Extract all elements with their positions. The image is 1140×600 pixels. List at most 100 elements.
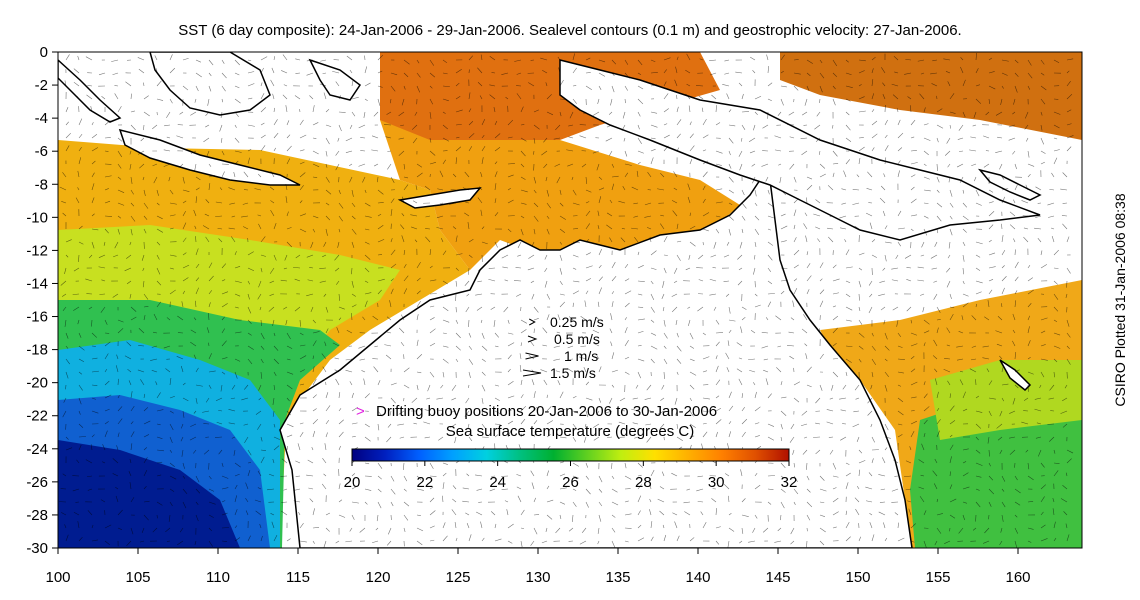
velocity-arrow [169, 475, 177, 480]
velocity-arrow [390, 72, 398, 76]
velocity-arrow [91, 183, 95, 191]
velocity-arrow [752, 527, 756, 533]
velocity-arrow [788, 331, 795, 334]
velocity-arrow [247, 345, 254, 350]
velocity-arrow [895, 254, 899, 260]
velocity-arrow [390, 288, 394, 295]
velocity-arrow [104, 524, 112, 529]
velocity-arrow [568, 124, 574, 127]
velocity-arrow [726, 241, 730, 246]
velocity-arrow [637, 318, 645, 321]
velocity-arrow [650, 250, 657, 256]
velocity-arrow [166, 317, 171, 321]
velocity-arrow [169, 202, 177, 205]
velocity-arrow [476, 306, 483, 311]
velocity-arrow [724, 59, 730, 62]
velocity-arrow [891, 83, 899, 87]
velocity-arrow [182, 277, 189, 282]
velocity-arrow [215, 201, 223, 204]
velocity-arrow [371, 135, 379, 139]
velocity-arrow [335, 540, 340, 544]
velocity-arrow [819, 514, 826, 517]
velocity-arrow [715, 379, 721, 386]
velocity-arrow [856, 486, 860, 490]
velocity-arrow [1053, 137, 1058, 140]
velocity-arrow [533, 176, 537, 184]
velocity-arrow [311, 446, 314, 451]
velocity-arrow [349, 69, 353, 74]
velocity-arrow [65, 145, 70, 152]
velocity-arrow [936, 391, 939, 399]
velocity-arrow [85, 459, 93, 464]
x-tick-label: 160 [1005, 569, 1030, 586]
velocity-arrow [242, 226, 249, 230]
velocity-arrow [309, 498, 314, 503]
velocity-arrow [298, 511, 301, 516]
velocity-arrow [880, 488, 886, 491]
velocity-arrow [673, 187, 678, 191]
velocity-arrow [362, 176, 366, 183]
velocity-arrow [657, 498, 665, 503]
velocity-arrow [269, 267, 275, 274]
velocity-arrow [767, 202, 774, 208]
velocity-arrow [493, 106, 496, 113]
velocity-arrow [663, 332, 668, 339]
velocity-arrow [832, 342, 837, 347]
velocity-arrow [520, 106, 524, 113]
velocity-arrow [165, 368, 171, 373]
velocity-arrow [546, 293, 551, 300]
velocity-arrow [689, 435, 695, 438]
velocity-arrow [194, 540, 197, 545]
velocity-arrow [585, 462, 589, 468]
velocity-arrow [182, 488, 188, 494]
velocity-arrow [1001, 265, 1005, 269]
velocity-arrow [1040, 330, 1046, 334]
velocity-arrow [883, 173, 886, 178]
velocity-arrow [325, 215, 331, 221]
velocity-arrow [465, 201, 470, 204]
velocity-arrow [351, 514, 355, 520]
velocity-arrow [193, 449, 197, 454]
velocity-arrow [476, 511, 483, 516]
velocity-arrow [364, 501, 368, 505]
velocity-arrow [595, 316, 600, 321]
velocity-arrow [623, 137, 626, 142]
velocity-arrow [702, 134, 709, 139]
velocity-arrow [819, 527, 826, 533]
velocity-arrow [345, 150, 353, 153]
velocity-arrow [221, 150, 225, 156]
velocity-arrow [338, 408, 342, 412]
velocity-arrow [804, 436, 808, 439]
velocity-arrow [975, 68, 979, 74]
velocity-arrow [481, 371, 486, 376]
velocity-arrow [319, 280, 327, 283]
velocity-arrow [91, 410, 99, 414]
velocity-arrow [468, 384, 470, 388]
velocity-arrow [429, 510, 436, 516]
velocity-arrow [884, 436, 891, 439]
velocity-arrow [556, 331, 561, 334]
velocity-arrow [349, 381, 353, 386]
velocity-arrow [650, 306, 655, 313]
colorbar-ticks: 20 22 24 26 28 30 32 [344, 461, 797, 491]
velocity-arrow [579, 135, 587, 139]
velocity-arrow [624, 98, 626, 104]
velocity-arrow [507, 368, 511, 373]
velocity-arrow [585, 410, 589, 418]
velocity-arrow [962, 461, 967, 464]
velocity-arrow [323, 92, 327, 100]
velocity-arrow [492, 254, 496, 258]
velocity-arrow [390, 238, 393, 243]
velocity-arrow [271, 67, 275, 74]
velocity-arrow [156, 202, 160, 206]
velocity-arrow [910, 332, 918, 336]
velocity-arrow [247, 83, 255, 87]
velocity-arrow [286, 241, 293, 248]
velocity-arrow [312, 408, 317, 412]
velocity-arrow [169, 449, 173, 453]
velocity-arrow [312, 331, 320, 334]
velocity-arrow [610, 313, 613, 321]
velocity-arrow [442, 319, 450, 323]
velocity-arrow [869, 522, 873, 529]
velocity-arrow [1027, 150, 1030, 158]
